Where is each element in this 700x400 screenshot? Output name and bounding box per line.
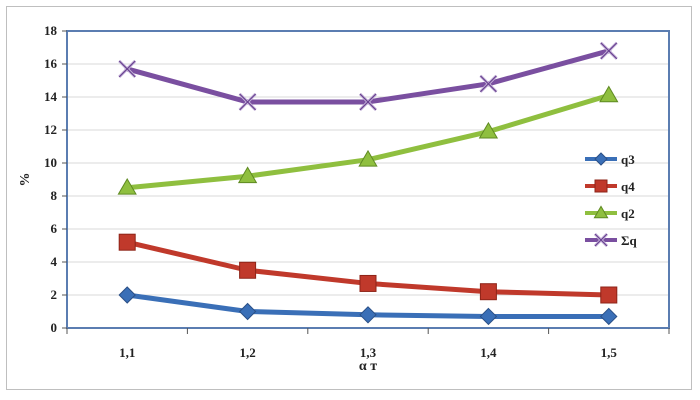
data-point-diamond bbox=[479, 307, 498, 326]
y-tick-label: 14 bbox=[44, 89, 58, 104]
legend-item: q2 bbox=[585, 205, 635, 221]
y-tick-label: 0 bbox=[51, 320, 58, 335]
series-Σq bbox=[118, 41, 618, 112]
data-point-triangle bbox=[358, 149, 378, 167]
x-tick-label: 1,5 bbox=[601, 345, 618, 360]
data-point-diamond bbox=[359, 306, 377, 324]
x-axis-title: α т bbox=[359, 359, 377, 374]
legend-item: q4 bbox=[585, 179, 635, 194]
data-point-diamond bbox=[600, 307, 618, 326]
legend-item: Σq bbox=[585, 232, 637, 248]
series-q3 bbox=[118, 286, 618, 326]
legend-item: q3 bbox=[585, 152, 635, 167]
legend: q3 q4 q2 Σq bbox=[585, 152, 637, 248]
data-point-square bbox=[118, 233, 136, 251]
data-point-cross bbox=[238, 92, 257, 112]
series-line bbox=[124, 48, 612, 105]
y-tick-label: 2 bbox=[51, 287, 58, 302]
data-point-square bbox=[594, 179, 608, 193]
data-point-cross bbox=[479, 74, 498, 93]
data-point-cross bbox=[118, 59, 137, 79]
y-axis-title: % bbox=[18, 173, 33, 187]
data-point-diamond bbox=[594, 152, 608, 166]
x-axis-ticks: 1,1 1,2 1,3 1,4 1,5 bbox=[66, 328, 670, 360]
legend-label: q2 bbox=[621, 206, 635, 221]
y-axis-ticks: 0 2 4 6 8 10 12 14 16 18 bbox=[44, 23, 67, 335]
data-point-cross bbox=[358, 92, 378, 112]
data-point-cross bbox=[593, 232, 609, 248]
data-point-triangle bbox=[599, 85, 619, 103]
data-point-triangle bbox=[478, 121, 499, 139]
data-point-triangle bbox=[237, 166, 258, 184]
series-q2 bbox=[117, 85, 619, 195]
x-tick-label: 1,1 bbox=[119, 345, 135, 360]
legend-label: q3 bbox=[621, 152, 635, 167]
data-point-square bbox=[479, 283, 497, 301]
y-tick-label: 8 bbox=[51, 188, 58, 203]
data-point-diamond bbox=[238, 302, 257, 321]
data-point-square bbox=[600, 286, 618, 304]
x-tick-label: 1,3 bbox=[360, 345, 377, 360]
y-tick-label: 6 bbox=[51, 221, 58, 236]
data-point-square bbox=[239, 261, 257, 279]
data-point-cross bbox=[599, 41, 618, 60]
series-line bbox=[124, 92, 612, 191]
y-tick-label: 4 bbox=[51, 254, 58, 269]
series-q4 bbox=[118, 233, 618, 304]
line-chart: 0 2 4 6 8 10 12 14 16 18 1,1 1,2 1,3 1,4 1,5 % α т q3… bbox=[18, 23, 670, 374]
y-tick-label: 12 bbox=[44, 122, 57, 137]
y-tick-label: 10 bbox=[44, 155, 57, 170]
data-point-square bbox=[359, 274, 377, 292]
series-group bbox=[117, 41, 619, 326]
legend-label: Σq bbox=[621, 233, 637, 248]
y-tick-label: 18 bbox=[44, 23, 58, 38]
legend-label: q4 bbox=[621, 179, 635, 194]
data-point-diamond bbox=[118, 286, 136, 304]
chart-frame: 0 2 4 6 8 10 12 14 16 18 1,1 1,2 1,3 1,4 1,5 % α т q3… bbox=[6, 6, 692, 390]
x-tick-label: 1,2 bbox=[239, 345, 255, 360]
x-tick-label: 1,4 bbox=[480, 345, 497, 360]
data-point-triangle bbox=[593, 205, 609, 219]
data-point-triangle bbox=[117, 177, 137, 195]
y-tick-label: 16 bbox=[44, 56, 58, 71]
plot-area-border bbox=[66, 30, 670, 329]
